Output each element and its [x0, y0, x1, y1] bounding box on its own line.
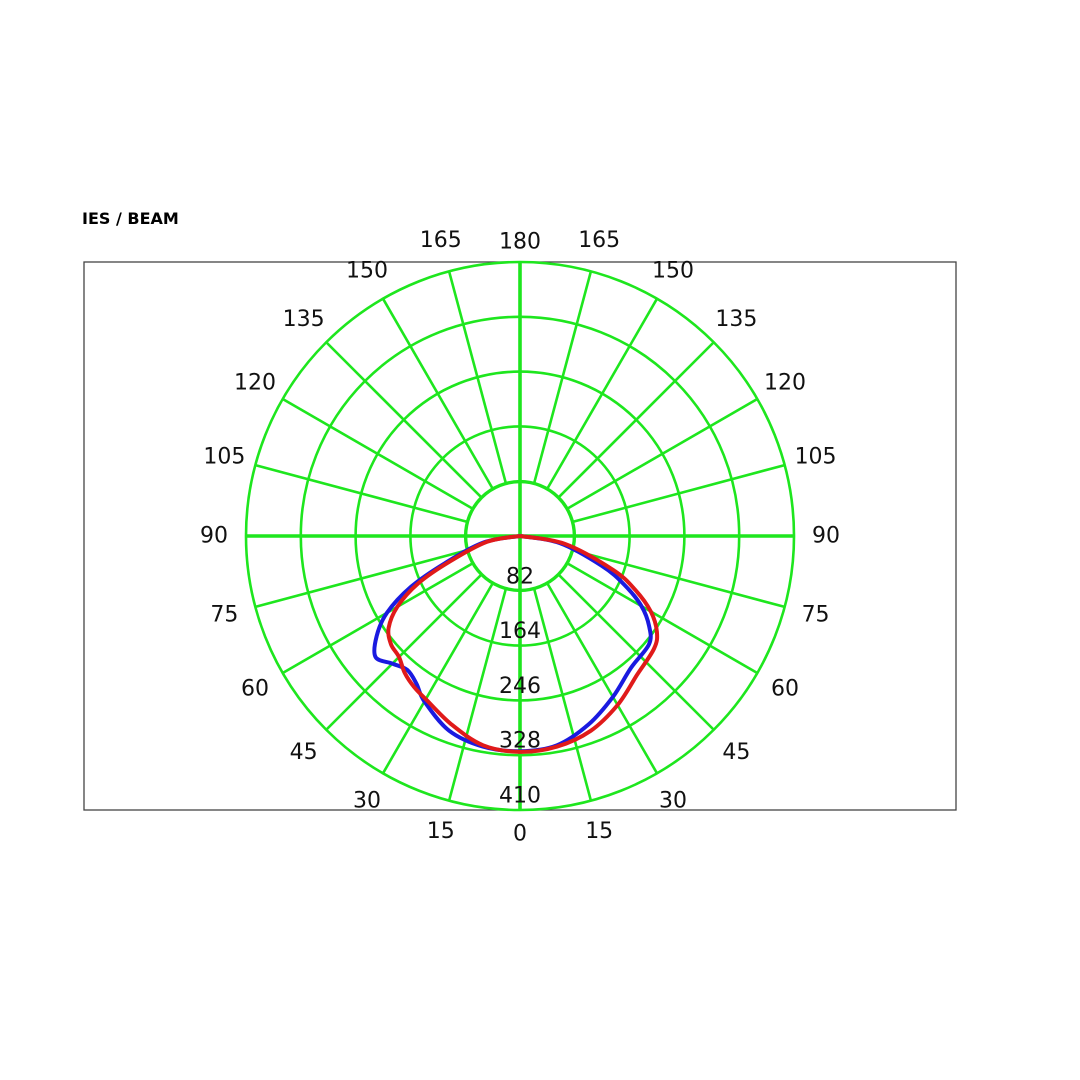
grid-spoke [381, 298, 495, 490]
radial-label: 82 [506, 564, 534, 589]
radial-label: 328 [499, 729, 541, 754]
grid-spoke [254, 463, 469, 524]
grid-spoke [325, 341, 483, 499]
grid-spoke [566, 397, 758, 511]
grid-spoke [282, 561, 474, 675]
grid-spoke [557, 573, 715, 731]
angle-label-right: 165 [578, 228, 620, 253]
angle-label-left: 30 [353, 789, 381, 814]
angle-label-left: 120 [234, 371, 276, 396]
radial-label: 410 [499, 784, 541, 809]
angle-label-left: 60 [241, 677, 269, 702]
angle-label-right: 45 [722, 740, 750, 765]
grid-spoke [545, 582, 659, 774]
angle-label-left: 90 [200, 524, 228, 549]
intensity-curve-2 [386, 534, 660, 754]
angle-label-left: 105 [203, 444, 245, 469]
angle-label-top: 180 [499, 230, 541, 255]
angle-label-right: 90 [812, 524, 840, 549]
grid-spoke [282, 397, 474, 511]
grid-spoke [381, 582, 495, 774]
grid-spoke [325, 573, 483, 731]
grid-spoke [447, 587, 508, 802]
angle-label-right: 120 [764, 371, 806, 396]
angle-label-right: 105 [795, 444, 837, 469]
grid-spoke [566, 561, 758, 675]
grid-spoke [532, 587, 593, 802]
angle-label-left: 135 [283, 307, 325, 332]
angle-label-left: 15 [427, 819, 455, 844]
chart-title: IES / BEAM [82, 209, 179, 228]
angle-label-left: 165 [420, 228, 462, 253]
grid-spoke [571, 463, 786, 524]
grid-spoke [254, 548, 469, 609]
angle-label-left: 150 [346, 258, 388, 283]
angle-label-right: 15 [585, 819, 613, 844]
grid-spoke [571, 548, 786, 609]
grid-spoke [545, 298, 659, 490]
angle-label-right: 60 [771, 677, 799, 702]
angle-label-right: 75 [802, 603, 830, 628]
grid-spoke [557, 341, 715, 499]
intensity-curves [372, 534, 660, 754]
angle-label-right: 30 [659, 789, 687, 814]
polar-grid [244, 260, 796, 812]
angle-label-right: 135 [715, 307, 757, 332]
radial-label: 164 [499, 619, 541, 644]
angle-label-left: 45 [290, 740, 318, 765]
angle-label-bottom: 0 [513, 822, 527, 847]
grid-spoke [532, 270, 593, 485]
grid-spoke [447, 270, 508, 485]
angle-label-right: 150 [652, 258, 694, 283]
angle-label-left: 75 [210, 603, 238, 628]
radial-label: 246 [499, 674, 541, 699]
